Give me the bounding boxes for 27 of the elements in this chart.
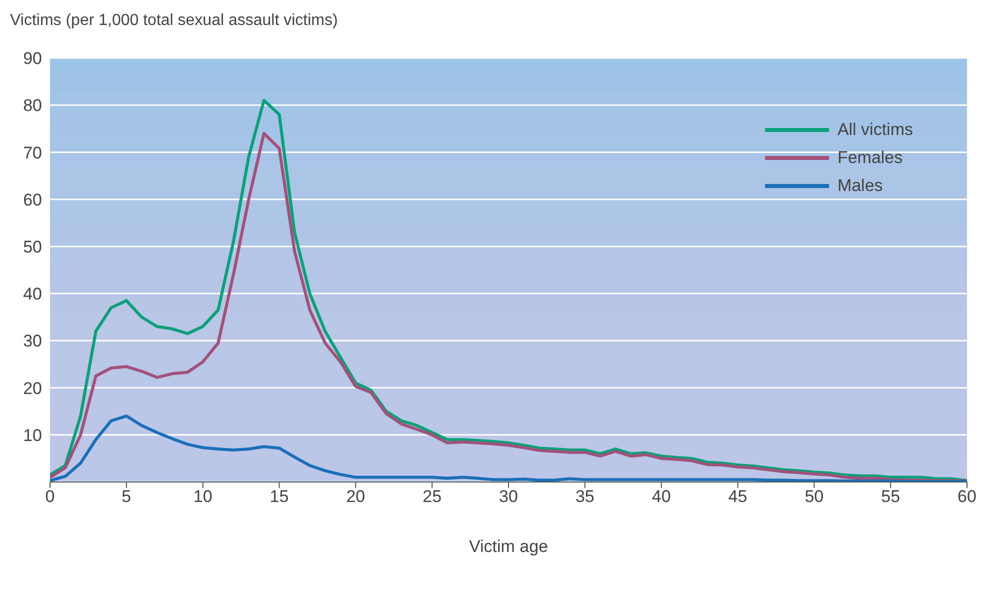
- x-tick-label: 25: [422, 487, 442, 506]
- y-tick-label: 20: [23, 378, 42, 398]
- x-tick-label: 15: [270, 487, 289, 506]
- y-tick-label: 60: [23, 190, 42, 210]
- y-tick-label: 50: [23, 237, 42, 256]
- y-tick-label: 70: [23, 143, 42, 162]
- x-tick-label: 45: [728, 487, 748, 506]
- y-tick-label: 90: [23, 49, 42, 68]
- x-tick-label: 35: [575, 487, 594, 506]
- x-tick-label: 50: [804, 487, 824, 506]
- legend-label: Females: [837, 148, 903, 168]
- legend-label: All victims: [837, 120, 913, 140]
- y-tick-label: 10: [23, 426, 42, 445]
- legend-label: Males: [837, 176, 883, 196]
- x-tick-label: 5: [122, 487, 132, 506]
- x-tick-label: 20: [346, 487, 366, 506]
- x-tick-label: 30: [499, 487, 518, 506]
- x-tick-label: 0: [45, 487, 55, 506]
- y-tick-label: 80: [23, 96, 42, 116]
- y-axis-title: Victims (per 1,000 total sexual assault victims): [10, 12, 338, 30]
- x-tick-label: 40: [652, 487, 671, 506]
- x-tick-label: 55: [881, 487, 900, 506]
- x-tick-label: 60: [958, 487, 976, 506]
- y-tick-label: 40: [23, 284, 42, 304]
- y-tick-label: 30: [23, 332, 42, 351]
- x-axis-title: Victim age: [468, 537, 548, 556]
- x-tick-label: 10: [193, 487, 212, 506]
